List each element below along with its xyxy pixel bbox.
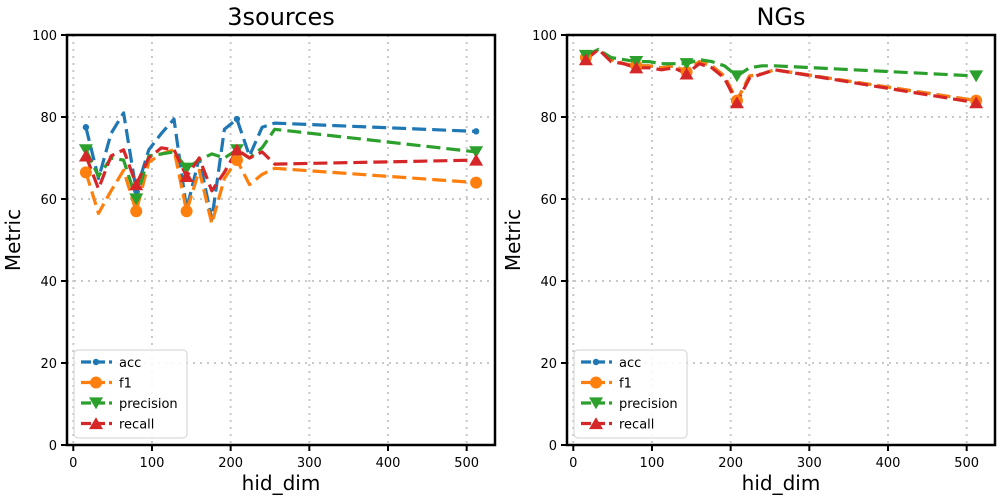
data-point-f1 [230, 154, 243, 167]
x-tick-label: 500 [454, 456, 479, 471]
y-tick-label: 20 [540, 357, 557, 372]
x-tick-label: 300 [797, 456, 822, 471]
legend-marker-acc [92, 358, 100, 366]
x-tick-label: 400 [376, 456, 401, 471]
data-point-precision [729, 70, 744, 83]
data-point-recall [969, 96, 984, 109]
data-point-precision [969, 70, 984, 83]
y-tick-label: 40 [540, 275, 557, 290]
series-line-recall [584, 47, 977, 105]
x-axis-label: hid_dim [242, 471, 321, 495]
legend-label-f1: f1 [119, 377, 132, 392]
data-point-acc [233, 115, 241, 123]
legend-label-recall: recall [619, 418, 654, 433]
y-tick-label: 0 [549, 439, 557, 454]
chart-title: 3sources [227, 3, 334, 31]
x-tick-label: 300 [297, 456, 322, 471]
data-point-precision [679, 58, 694, 70]
data-point-recall [629, 61, 644, 74]
data-point-recall [679, 67, 694, 80]
legend-label-precision: precision [619, 397, 678, 412]
legend-marker-f1 [90, 376, 102, 389]
legend: acc f1 precision recall [73, 349, 188, 439]
legend-label-precision: precision [119, 397, 178, 412]
x-tick-label: 200 [218, 456, 243, 471]
y-tick-label: 60 [40, 193, 57, 208]
y-tick-label: 80 [540, 111, 557, 126]
chart-title: NGs [756, 3, 805, 31]
x-tick-label: 0 [69, 456, 77, 471]
axes-frame [565, 33, 997, 447]
chart-panel-2: 0 100 200 300 400 500 0 20 40 60 80 100 NGs hid_dim Me… [501, 3, 997, 495]
x-tick-label: 400 [876, 456, 901, 471]
y-tick-label: 100 [32, 29, 57, 44]
series-line-f1 [84, 148, 477, 226]
y-axis-label: Metric [501, 209, 525, 271]
x-tick-label: 200 [718, 456, 743, 471]
y-tick-label: 80 [40, 111, 57, 126]
data-point-recall [78, 149, 93, 162]
data-point-recall [469, 153, 484, 166]
x-tick-label: 0 [569, 456, 577, 471]
data-point-precision [469, 146, 484, 159]
data-point-precision [129, 193, 144, 206]
x-tick-label: 100 [640, 456, 665, 471]
y-tick-label: 40 [40, 275, 57, 290]
data-point-recall [578, 53, 593, 66]
y-tick-label: 0 [49, 439, 57, 454]
data-point-f1 [130, 205, 143, 218]
series-line-precision [84, 127, 477, 201]
data-point-recall [229, 143, 244, 156]
data-point-recall [129, 178, 144, 191]
data-point-f1 [79, 166, 92, 179]
legend-marker-recall [89, 417, 103, 430]
data-point-recall [729, 96, 744, 109]
legend-marker-recall [589, 417, 603, 430]
data-point-f1 [180, 205, 193, 218]
data-point-recall [179, 170, 194, 183]
y-axis-label: Metric [1, 209, 25, 271]
x-tick-label: 100 [140, 456, 165, 471]
data-point-acc [82, 124, 90, 131]
legend: acc f1 precision recall [573, 349, 688, 439]
legend-label-acc: acc [619, 356, 641, 371]
data-point-precision [179, 162, 194, 175]
legend-marker-precision [89, 397, 103, 410]
legend-marker-f1 [590, 376, 602, 389]
y-tick-label: 100 [532, 29, 557, 44]
x-axis-label: hid_dim [742, 471, 821, 495]
chart-panel-1: 0 100 200 300 400 500 0 20 40 60 80 100 3sources hid_… [1, 3, 497, 495]
legend-label-recall: recall [119, 418, 154, 433]
x-tick-label: 500 [954, 456, 979, 471]
data-point-f1 [470, 176, 483, 189]
axes-frame [65, 33, 497, 447]
data-point-acc [472, 128, 480, 135]
legend-label-f1: f1 [619, 377, 632, 392]
legend-box [573, 349, 688, 439]
series-line-acc [84, 111, 477, 222]
y-tick-label: 60 [540, 193, 557, 208]
legend-marker-precision [589, 397, 603, 410]
legend-box [73, 349, 188, 439]
legend-marker-acc [592, 358, 600, 366]
y-tick-label: 20 [40, 357, 57, 372]
legend-label-acc: acc [119, 356, 141, 371]
